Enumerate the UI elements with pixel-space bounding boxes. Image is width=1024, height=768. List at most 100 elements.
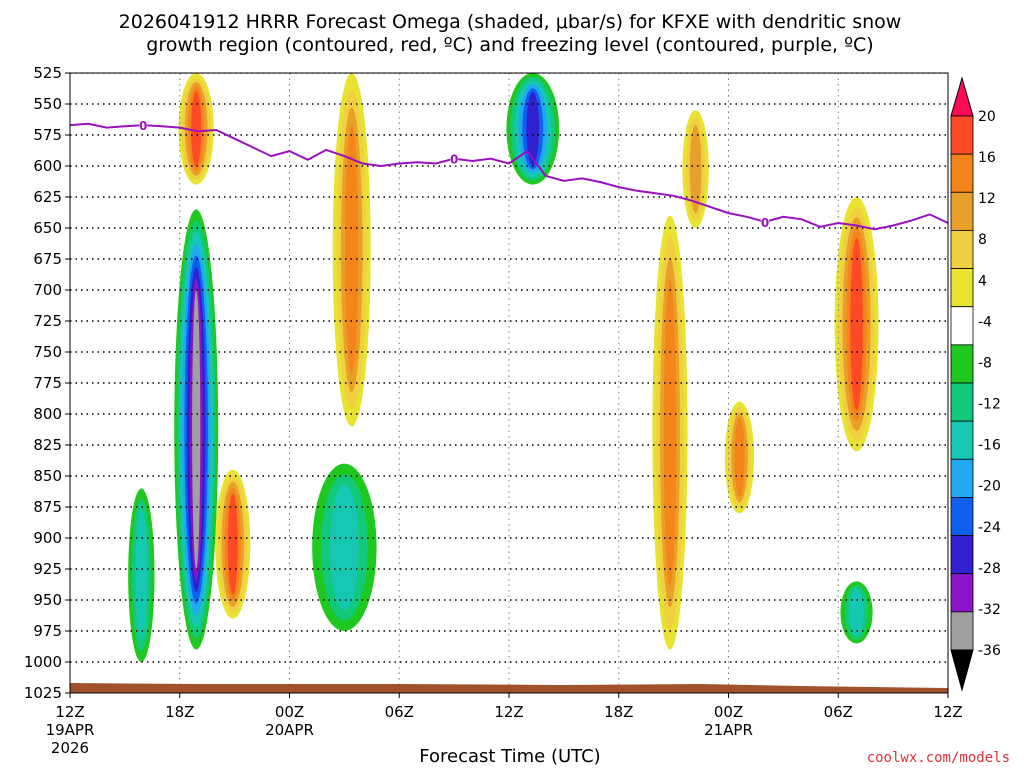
colorbar-top-arrow: [950, 76, 974, 117]
x-tick-date: 20APR: [265, 721, 314, 739]
surface-terrain: [70, 683, 948, 693]
y-tick-label: 925: [33, 560, 62, 578]
freezing-level-labels: 0 0 0: [139, 118, 769, 230]
chart-title-line2: growth region (contoured, red, ºC) and f…: [146, 34, 873, 56]
y-tick-label: 875: [33, 498, 62, 516]
colorbar-segment: [950, 420, 974, 460]
y-tick-label: 850: [33, 467, 62, 485]
freezing-label-bg: [761, 214, 770, 229]
x-tick-year: 2026: [51, 739, 89, 757]
y-tick-label: 950: [33, 591, 62, 609]
x-tick-label: 06Z: [385, 703, 414, 721]
y-tick-label: 650: [33, 219, 62, 237]
colorbar-segment: [950, 344, 974, 384]
colorbar: 20 16 12 8 4 -4 -8 -12 -16 -20 -24 -28 -32 -36: [950, 76, 1001, 692]
omega-cell: [682, 110, 709, 228]
freezing-label-bg: [139, 118, 148, 133]
y-tick-label: 1000: [24, 653, 62, 671]
omega-cell: [724, 401, 755, 514]
colorbar-label: -20: [978, 479, 1001, 495]
omega-contour-fill: [330, 484, 359, 611]
freezing-label-bg: [450, 151, 459, 166]
freezing-level-label: 0: [761, 216, 769, 230]
colorbar-label: -8: [978, 355, 992, 371]
colorbar-label: -36: [978, 643, 1001, 659]
x-tick-label: 06Z: [824, 703, 853, 721]
omega-contour-fill: [191, 90, 202, 167]
y-tick-label: 700: [33, 281, 62, 299]
x-tick-label: 00Z: [275, 703, 304, 721]
omega-cell: [506, 73, 560, 185]
omega-contour-fill: [850, 237, 863, 411]
x-tick-label: 00Z: [714, 703, 743, 721]
y-tick-label: 800: [33, 405, 62, 423]
y-tick-label: 975: [33, 622, 62, 640]
colorbar-label: -4: [978, 314, 992, 330]
colorbar-segment: [950, 153, 974, 193]
omega-contour-fill: [345, 124, 359, 375]
colorbar-label: 20: [978, 109, 996, 125]
colorbar-label: -12: [978, 397, 1001, 413]
y-tick-label: 1025: [24, 684, 62, 702]
colorbar-label: 4: [978, 273, 987, 289]
colorbar-label: -16: [978, 438, 1001, 454]
y-tick-label: 725: [33, 312, 62, 330]
omega-cell: [178, 73, 214, 185]
x-tick-label: 12Z: [494, 703, 523, 721]
credit-text: coolwx.com/models: [867, 750, 1010, 766]
plot-area: 0 0 0: [70, 73, 948, 693]
freezing-level-label: 0: [450, 153, 458, 167]
omega-contour-fill: [135, 510, 148, 641]
colorbar-segment: [950, 115, 974, 155]
omega-cell: [215, 469, 251, 619]
y-tick-label: 750: [33, 343, 62, 361]
x-tick-label: 18Z: [165, 703, 194, 721]
omega-contour-fill: [526, 92, 540, 166]
y-tick-label: 775: [33, 374, 62, 392]
y-tick-label: 625: [33, 188, 62, 206]
x-tick-date: 19APR: [46, 721, 95, 739]
omega-contour-fill: [689, 124, 702, 214]
omega-cell: [840, 581, 873, 644]
colorbar-segment: [950, 382, 974, 422]
colorbar-segment: [950, 611, 974, 651]
colorbar-label: -32: [978, 602, 1001, 618]
y-tick-label: 825: [33, 436, 62, 454]
colorbar-label: -28: [978, 561, 1001, 577]
x-axis-title: Forecast Time (UTC): [419, 746, 600, 767]
grid-lines: [70, 73, 948, 693]
colorbar-segment: [950, 268, 974, 308]
x-tick-date: 21APR: [704, 721, 753, 739]
colorbar-segment: [950, 191, 974, 231]
y-tick-label: 525: [33, 64, 62, 82]
omega-contour-fill: [227, 493, 238, 595]
colorbar-bottom-arrow: [950, 649, 974, 692]
colorbar-label: 16: [978, 150, 996, 166]
x-tick-label: 12Z: [55, 703, 84, 721]
omega-cell: [834, 197, 879, 452]
omega-contour-fill: [663, 279, 677, 586]
omega-contour-fill: [734, 417, 745, 497]
omega-cell: [174, 209, 219, 650]
colorbar-label: -24: [978, 520, 1001, 536]
freezing-level-line: [70, 122, 948, 231]
omega-cell: [652, 215, 688, 650]
omega-contour-fill: [849, 589, 864, 636]
y-tick-label: 900: [33, 529, 62, 547]
colorbar-segment: [950, 573, 974, 613]
colorbar-segment: [950, 458, 974, 498]
colorbar-label: 8: [978, 232, 987, 248]
colorbar-segment: [950, 230, 974, 269]
freezing-level-label: 0: [139, 119, 147, 133]
x-tick-label: 12Z: [933, 703, 962, 721]
omega-cell: [128, 488, 155, 662]
y-tick-label: 675: [33, 250, 62, 268]
y-tick-label: 550: [33, 95, 62, 113]
chart-title-line1: 2026041912 HRRR Forecast Omega (shaded, …: [119, 11, 902, 33]
colorbar-segment: [950, 497, 974, 536]
x-tick-label: 18Z: [604, 703, 633, 721]
omega-cell: [332, 73, 371, 427]
y-tick-label: 600: [33, 157, 62, 175]
